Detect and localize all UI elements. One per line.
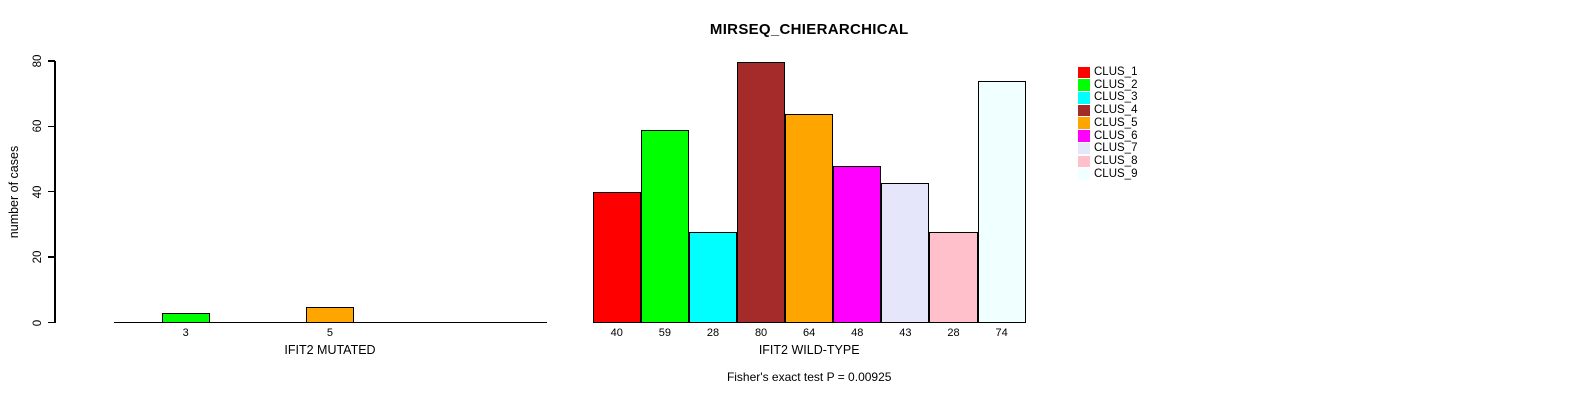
y-tick-mark [48,191,55,193]
bar-CLUS_2 [640,130,689,324]
legend: CLUS_1 CLUS_2 CLUS_3 CLUS_4 CLUS_5 CLUS_6 CLUS… [1078,66,1137,180]
bar-value-label: 5 [326,326,334,339]
legend-label: CLUS_5 [1094,116,1138,129]
legend-label: CLUS_8 [1094,155,1138,168]
bar-value-label: 28 [706,326,720,339]
legend-label: CLUS_6 [1094,129,1138,142]
legend-label: CLUS_3 [1094,91,1138,104]
bar-CLUS_6 [833,166,882,324]
bar-CLUS_1 [592,192,641,324]
bar-value-label: 74 [995,326,1008,339]
bar-CLUS_3 [688,231,738,324]
legend-swatch-icon [1078,104,1090,117]
y-axis-label: number of cases [7,145,21,238]
legend-row: CLUS_5 [1078,117,1137,130]
legend-swatch-icon [1078,142,1090,155]
bar-value-label: 28 [947,326,960,339]
legend-swatch-icon [1078,168,1090,180]
bar-value-label: 43 [899,326,912,339]
y-tick-label: 40 [32,185,44,199]
legend-label: CLUS_7 [1094,142,1138,155]
bar-CLUS_5 [305,306,355,324]
legend-swatch-icon [1078,117,1090,129]
bar-value-label: 64 [803,326,816,339]
bar-value-label: 80 [754,326,768,339]
y-tick-label: 0 [32,319,44,326]
bar-CLUS_9 [977,81,1026,324]
bar-CLUS_7 [881,182,930,324]
chart-title: MIRSEQ_CHIERARCHICAL [709,21,909,38]
y-tick-label: 60 [32,119,44,133]
legend-label: CLUS_2 [1094,78,1138,91]
legend-row: CLUS_7 [1078,142,1137,155]
legend-swatch-icon [1078,79,1090,91]
legend-row: CLUS_6 [1078,130,1137,143]
y-tick-mark [48,321,55,324]
legend-row: CLUS_9 [1078,168,1137,181]
y-tick-mark [48,125,55,128]
legend-row: CLUS_2 [1078,79,1137,92]
panel-x-axis-label: IFIT2 MUTATED [284,342,376,357]
bar-value-label: 40 [610,326,623,339]
bar-panel: 40 59 28 80 64 48 43 28 74 IFIT2 WILD-TYPE [592,61,1026,357]
legend-row: CLUS_3 [1078,91,1137,104]
legend-label: CLUS_1 [1094,66,1138,78]
bar-CLUS_5 [785,114,834,324]
y-tick-mark [48,60,55,62]
legend-row: CLUS_4 [1078,104,1137,117]
legend-swatch-icon [1078,155,1090,168]
bar-panel: 3 5 IFIT2 MUTATED [113,61,547,357]
legend-swatch-icon [1078,92,1090,104]
panel-x-axis-label: IFIT2 WILD-TYPE [758,342,860,357]
bar-CLUS_8 [929,231,978,324]
legend-row: CLUS_1 [1078,66,1137,79]
bar-value-label: 59 [658,326,671,339]
legend-label: CLUS_4 [1094,104,1138,117]
y-tick-mark [48,256,55,258]
bar-value-label: 3 [182,326,189,339]
bar-CLUS_4 [737,61,786,324]
legend-swatch-icon [1078,130,1090,142]
y-tick-label: 20 [32,250,44,264]
bar-value-label: 48 [851,326,864,339]
y-tick-label: 80 [32,54,44,68]
bar-CLUS_2 [161,313,210,324]
legend-label: CLUS_9 [1094,167,1138,180]
legend-swatch-icon [1078,66,1090,79]
fisher-test-annotation: Fisher's exact test P = 0.00925 [726,370,892,384]
legend-row: CLUS_8 [1078,155,1137,168]
